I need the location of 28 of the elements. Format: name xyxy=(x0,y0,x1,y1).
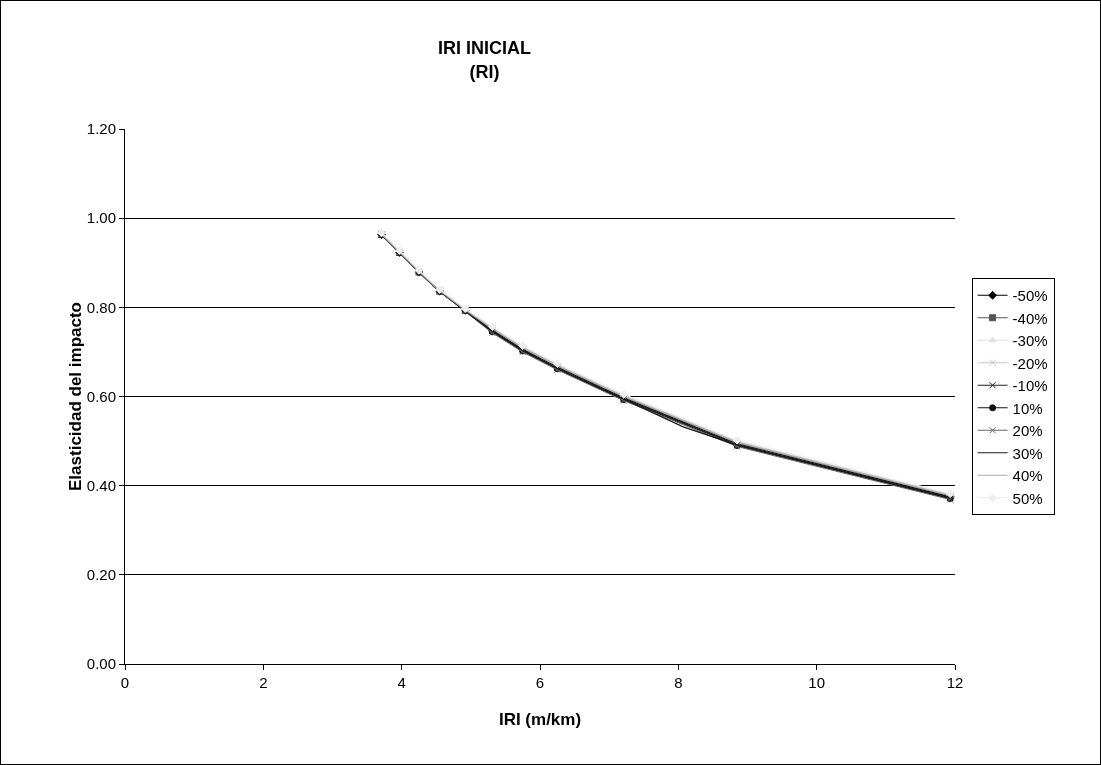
x-tick-label: 12 xyxy=(946,674,964,691)
y-tick-label: 1.00 xyxy=(86,209,116,227)
legend-label: -30% xyxy=(1012,332,1048,350)
x-tick-label: 2 xyxy=(259,674,268,691)
y-tick-label: 0.20 xyxy=(86,566,116,584)
legend-label: 40% xyxy=(1012,467,1043,485)
chart-subtitle: (RI) xyxy=(469,61,500,82)
y-tick-label: 0.40 xyxy=(86,476,116,494)
legend-label: 20% xyxy=(1012,422,1043,440)
legend-label: 30% xyxy=(1012,444,1043,462)
y-axis-title: Elasticidad del impacto xyxy=(65,302,85,491)
x-tick-label: 10 xyxy=(808,674,826,691)
legend-label: -10% xyxy=(1012,377,1048,395)
y-tick-label: 1.20 xyxy=(86,120,116,138)
y-tick-label: 0.60 xyxy=(86,387,116,405)
x-tick-label: 0 xyxy=(120,674,130,691)
legend-label: -50% xyxy=(1012,287,1048,305)
legend-label: 50% xyxy=(1012,489,1043,507)
y-tick-label: 0.00 xyxy=(86,655,116,673)
x-tick-label: 4 xyxy=(397,674,406,691)
x-tick-label: 6 xyxy=(535,674,545,691)
chart-title: IRI INICIAL xyxy=(438,38,532,59)
legend-label: -40% xyxy=(1012,309,1048,327)
y-tick-label: 0.80 xyxy=(86,298,116,316)
legend-label: 10% xyxy=(1012,399,1043,417)
x-axis-title: IRI (m/km) xyxy=(498,710,582,729)
legend-label: -20% xyxy=(1012,354,1048,372)
x-tick-label: 8 xyxy=(674,674,683,691)
